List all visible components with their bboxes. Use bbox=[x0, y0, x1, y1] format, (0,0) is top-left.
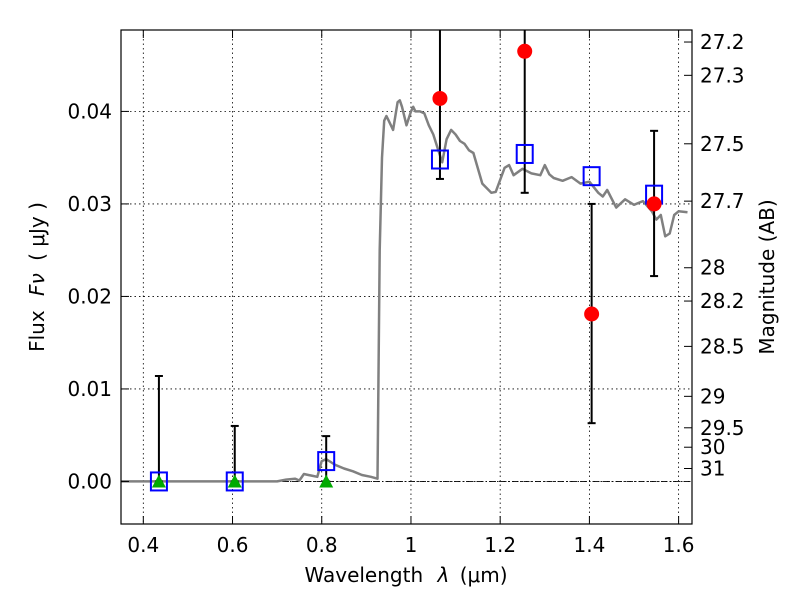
data-point-circle bbox=[432, 90, 448, 106]
magnitude-tick-label: 29 bbox=[700, 384, 725, 408]
x-axis-label-unit: (μm) bbox=[460, 563, 508, 587]
data-point-square bbox=[515, 143, 534, 164]
y-tick-label: 0.02 bbox=[67, 284, 112, 308]
y-axis-label-symbol: Fν bbox=[25, 273, 49, 296]
magnitude-axis-label: Magnitude (AB) bbox=[755, 199, 779, 354]
y-tick-label: 0.03 bbox=[67, 192, 112, 216]
y-tick-label: 0.00 bbox=[67, 469, 112, 493]
magnitude-tick-label: 27.7 bbox=[700, 189, 745, 213]
magnitude-tick-label: 31 bbox=[700, 456, 725, 480]
x-tick-label: 0.6 bbox=[217, 533, 249, 557]
plot-background bbox=[121, 30, 692, 524]
data-point-square bbox=[149, 471, 168, 492]
magnitude-tick-label: 27.3 bbox=[700, 63, 745, 87]
x-axis-label-text: Wavelength bbox=[304, 563, 423, 587]
y-axis-label-unit: ( μJy ) bbox=[25, 202, 49, 261]
y-tick-label: 0.04 bbox=[67, 99, 112, 123]
x-tick-label: 0.4 bbox=[127, 533, 159, 557]
data-point-square bbox=[430, 149, 449, 170]
magnitude-tick-label: 28.2 bbox=[700, 289, 745, 313]
data-point-triangle bbox=[227, 474, 242, 488]
magnitude-tick-label: 28 bbox=[700, 256, 725, 280]
y-axis-label: Flux Fν ( μJy ) bbox=[25, 202, 49, 352]
magnitude-tick-label: 28.5 bbox=[700, 334, 745, 358]
data-point-triangle bbox=[151, 474, 166, 488]
data-point-square bbox=[225, 471, 244, 492]
data-point-triangle bbox=[319, 474, 334, 488]
data-point-square bbox=[317, 451, 336, 472]
y-tick-label: 0.01 bbox=[67, 377, 112, 401]
data-point-circle bbox=[517, 43, 533, 59]
y-axis-ticks: 0.00 0.01 0.02 0.03 0.04 bbox=[67, 99, 129, 493]
data-point-circle bbox=[584, 306, 600, 322]
x-tick-label: 1.6 bbox=[663, 533, 695, 557]
x-axis-label-symbol: λ bbox=[437, 563, 450, 587]
magnitude-tick-label: 30 bbox=[700, 435, 725, 459]
x-tick-label: 1 bbox=[405, 533, 418, 557]
magnitude-tick-label: 29.5 bbox=[700, 416, 745, 440]
data-point-square bbox=[582, 166, 601, 187]
x-tick-label: 1.4 bbox=[573, 533, 605, 557]
y-axis-label-text: Flux bbox=[25, 310, 49, 352]
x-tick-label: 0.8 bbox=[306, 533, 338, 557]
magnitude-tick-label: 27.5 bbox=[700, 132, 745, 156]
data-markers bbox=[149, 43, 664, 492]
data-point-circle bbox=[646, 196, 662, 212]
magnitude-tick-label: 27.2 bbox=[700, 30, 745, 54]
plot-frame bbox=[120, 29, 693, 525]
x-axis-ticks: 0.4 0.6 0.8 1 1.2 1.4 1.6 bbox=[127, 30, 695, 557]
x-axis-label: Wavelength λ (μm) bbox=[304, 563, 507, 587]
x-tick-label: 1.2 bbox=[484, 533, 516, 557]
